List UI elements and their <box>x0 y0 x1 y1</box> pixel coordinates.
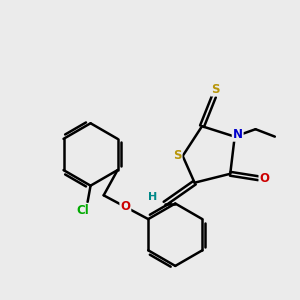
Text: Cl: Cl <box>77 204 89 217</box>
Text: N: N <box>233 128 243 141</box>
Text: O: O <box>120 200 130 213</box>
Text: O: O <box>260 172 269 185</box>
Text: H: H <box>148 192 157 202</box>
Text: S: S <box>173 149 182 162</box>
Text: S: S <box>211 82 220 96</box>
